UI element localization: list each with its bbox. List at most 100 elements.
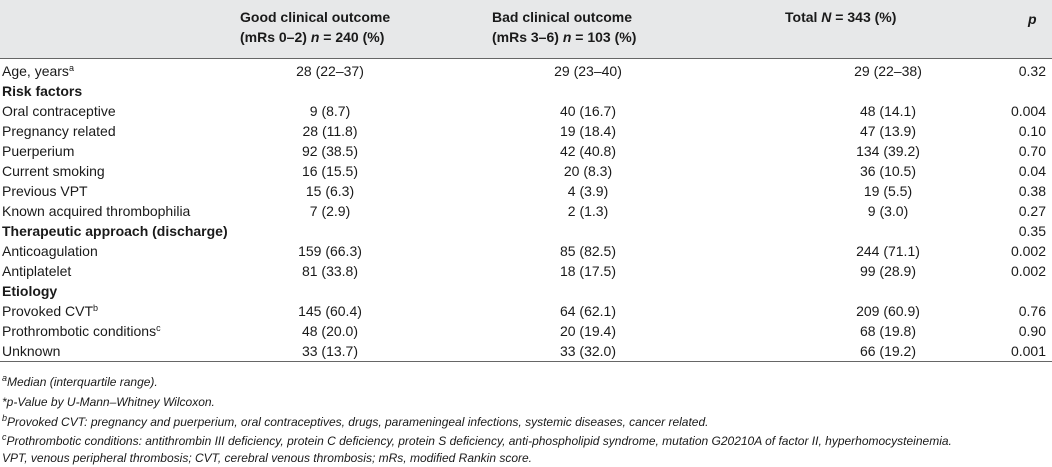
footnote-c-text: Prothrombotic conditions: antithrombin I… bbox=[6, 434, 952, 448]
table-bottom-rule bbox=[0, 361, 1052, 362]
row-label-text: Current smoking bbox=[2, 163, 105, 179]
row-label-text: Etiology bbox=[2, 283, 58, 299]
good-outcome-cell: 7 (2.9) bbox=[309, 203, 351, 219]
section-row: Therapeutic approach (discharge) 0.35 bbox=[0, 221, 1052, 241]
header-total-suffix: = 343 (%) bbox=[831, 9, 897, 25]
header-bad-n: n bbox=[562, 29, 572, 45]
p-value-cell: 0.70 bbox=[1018, 143, 1046, 159]
p-value-cell: 0.002 bbox=[1010, 263, 1046, 279]
p-value-cell: 0.002 bbox=[1010, 243, 1046, 259]
section-row: Etiology bbox=[0, 281, 1052, 301]
table-row: Anticoagulation 159 (66.3) 85 (82.5) 244 (7… bbox=[0, 241, 1052, 261]
bad-outcome-cell: 40 (16.7) bbox=[559, 103, 617, 119]
row-label-text: Age, years bbox=[2, 63, 69, 79]
table-row: Pregnancy related 28 (11.8) 19 (18.4) 47 (1… bbox=[0, 121, 1052, 141]
row-label: Pregnancy related bbox=[2, 121, 116, 141]
good-outcome-cell: 28 (22–37) bbox=[296, 63, 364, 79]
bad-outcome-cell: 19 (18.4) bbox=[559, 123, 617, 139]
p-value-cell: 0.32 bbox=[1018, 63, 1046, 79]
good-outcome-cell: 28 (11.8) bbox=[302, 123, 358, 139]
row-label-text: Prothrombotic conditions bbox=[2, 323, 157, 339]
row-label: Puerperium bbox=[2, 141, 74, 161]
p-value-cell: 0.04 bbox=[1018, 163, 1046, 179]
p-value-cell: 0.10 bbox=[1018, 123, 1046, 139]
p-value-cell: 0.90 bbox=[1018, 323, 1046, 339]
p-value-cell: 0.27 bbox=[1018, 203, 1046, 219]
header-total-prefix: Total bbox=[785, 9, 822, 25]
bad-outcome-cell: 64 (62.1) bbox=[559, 303, 617, 319]
header-bad-suffix: = 103 (%) bbox=[571, 29, 637, 45]
p-value-cell: 0.35 bbox=[1018, 223, 1046, 239]
bad-outcome-cell: 33 (32.0) bbox=[559, 343, 617, 359]
bad-outcome-cell: 29 (23–40) bbox=[554, 63, 622, 79]
table-row: Unknown 33 (13.7) 33 (32.0) 66 (19.2) 0.001 bbox=[0, 341, 1052, 361]
footnote-a-marker: a bbox=[2, 373, 8, 383]
table-row: Antiplatelet 81 (33.8) 18 (17.5) 99 (28.9) 0… bbox=[0, 261, 1052, 281]
good-outcome-cell: 15 (6.3) bbox=[305, 183, 355, 199]
footnote-b: bProvoked CVT: pregnancy and puerperium,… bbox=[2, 413, 708, 431]
row-label: Provoked CVTb bbox=[2, 301, 98, 321]
good-outcome-cell: 145 (60.4) bbox=[298, 303, 362, 319]
bad-outcome-cell: 18 (17.5) bbox=[559, 263, 617, 279]
table-row: Provoked CVTb 145 (60.4) 64 (62.1) 209 (60.… bbox=[0, 301, 1052, 321]
good-outcome-cell: 81 (33.8) bbox=[301, 263, 359, 279]
header-good-suffix: = 240 (%) bbox=[319, 29, 385, 45]
row-label-text: Pregnancy related bbox=[2, 123, 116, 139]
bad-outcome-cell: 20 (19.4) bbox=[559, 323, 617, 339]
total-cell: 19 (5.5) bbox=[863, 183, 913, 199]
header-good-prefix: (mRs 0–2) bbox=[240, 29, 311, 45]
good-outcome-cell: 9 (8.7) bbox=[309, 103, 351, 119]
total-cell: 68 (19.8) bbox=[859, 323, 917, 339]
p-value-cell: 0.76 bbox=[1018, 303, 1046, 319]
p-value-cell: 0.001 bbox=[1010, 343, 1046, 359]
total-cell: 66 (19.2) bbox=[859, 343, 917, 359]
table-row: Known acquired thrombophilia 7 (2.9) 2 (1.… bbox=[0, 201, 1052, 221]
header-total-n: N bbox=[821, 9, 832, 25]
total-cell: 48 (14.1) bbox=[859, 103, 917, 119]
bad-outcome-cell: 4 (3.9) bbox=[567, 183, 609, 199]
total-cell: 9 (3.0) bbox=[867, 203, 909, 219]
row-label-text: Provoked CVT bbox=[2, 303, 94, 319]
footnote-abbreviations: VPT, venous peripheral thrombosis; CVT, … bbox=[2, 451, 533, 465]
header-bad-outcome-line2: (mRs 3–6) n = 103 (%) bbox=[492, 27, 712, 47]
good-outcome-cell: 16 (15.5) bbox=[301, 163, 359, 179]
footnote-b-marker: b bbox=[2, 413, 8, 423]
row-label-text: Puerperium bbox=[2, 143, 75, 159]
total-cell: 244 (71.1) bbox=[856, 243, 920, 259]
footnote-c-marker: c bbox=[2, 432, 7, 442]
row-label: Age, yearsa bbox=[2, 61, 74, 81]
row-label-text: Antiplatelet bbox=[2, 263, 72, 279]
row-label: Unknown bbox=[2, 341, 60, 361]
section-heading: Risk factors bbox=[2, 81, 82, 101]
header-good-n: n bbox=[310, 29, 320, 45]
total-cell: 47 (13.9) bbox=[859, 123, 917, 139]
bad-outcome-cell: 42 (40.8) bbox=[559, 143, 617, 159]
row-label: Oral contraceptive bbox=[2, 101, 116, 121]
good-outcome-cell: 48 (20.0) bbox=[301, 323, 359, 339]
row-label-text: Therapeutic approach (discharge) bbox=[2, 223, 228, 239]
header-good-outcome: Good clinical outcome (mRs 0–2) n = 240 … bbox=[240, 7, 440, 47]
footnote-marker: b bbox=[93, 303, 99, 313]
header-bad-prefix: (mRs 3–6) bbox=[492, 29, 563, 45]
footnote-a: aMedian (interquartile range). bbox=[2, 373, 158, 391]
row-label: Current smoking bbox=[2, 161, 105, 181]
header-bad-outcome-line1: Bad clinical outcome bbox=[492, 9, 633, 25]
total-cell: 29 (22–38) bbox=[854, 63, 922, 79]
total-cell: 99 (28.9) bbox=[859, 263, 917, 279]
row-label: Previous VPT bbox=[2, 181, 88, 201]
p-value-cell: 0.38 bbox=[1018, 183, 1046, 199]
table-row: Current smoking 16 (15.5) 20 (8.3) 36 (10.5… bbox=[0, 161, 1052, 181]
row-label-text: Known acquired thrombophilia bbox=[2, 203, 191, 219]
table-row: Oral contraceptive 9 (8.7) 40 (16.7) 48 (14… bbox=[0, 101, 1052, 121]
bad-outcome-cell: 85 (82.5) bbox=[559, 243, 617, 259]
row-label: Anticoagulation bbox=[2, 241, 98, 261]
bad-outcome-cell: 2 (1.3) bbox=[567, 203, 609, 219]
table-row: Age, yearsa 28 (22–37) 29 (23–40) 29 (22–38… bbox=[0, 61, 1052, 81]
footnote-marker: a bbox=[68, 63, 74, 73]
total-cell: 209 (60.9) bbox=[856, 303, 920, 319]
footnote-c: cProthrombotic conditions: antithrombin … bbox=[2, 432, 952, 450]
section-row: Risk factors bbox=[0, 81, 1052, 101]
good-outcome-cell: 159 (66.3) bbox=[298, 243, 362, 259]
row-label-text: Anticoagulation bbox=[2, 243, 98, 259]
header-good-outcome-line1: Good clinical outcome bbox=[240, 9, 391, 25]
